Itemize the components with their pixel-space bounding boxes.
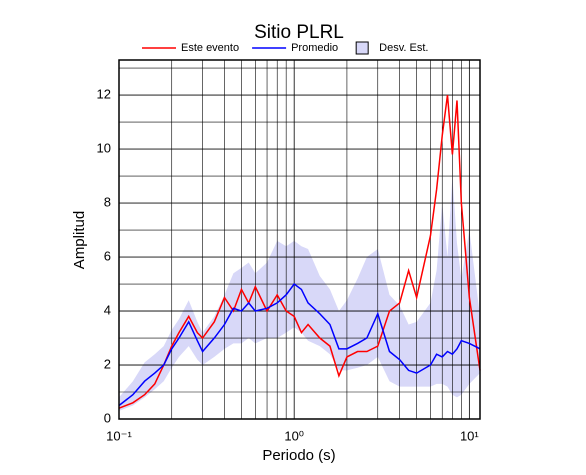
plot-frame bbox=[118, 59, 481, 420]
x-axis-label: Periodo (s) bbox=[262, 447, 335, 464]
y-tick-label: 6 bbox=[104, 248, 111, 263]
x-tick-label: 10⁻¹ bbox=[106, 428, 132, 443]
legend-swatch bbox=[355, 41, 369, 55]
y-tick-label: 10 bbox=[97, 141, 111, 156]
y-tick-label: 12 bbox=[97, 87, 111, 102]
legend-label: Desv. Est. bbox=[379, 42, 428, 54]
std-band bbox=[119, 176, 480, 411]
legend-label: Este evento bbox=[181, 42, 239, 54]
y-tick-label: 0 bbox=[104, 410, 111, 425]
x-tick-label: 10⁰ bbox=[284, 428, 304, 443]
y-tick-label: 4 bbox=[104, 302, 111, 317]
chart-title: Sitio PLRL bbox=[254, 22, 344, 43]
legend-label: Promedio bbox=[291, 42, 338, 54]
y-tick-label: 8 bbox=[104, 194, 111, 209]
x-tick-label: 10¹ bbox=[460, 428, 479, 443]
series-line bbox=[118, 282, 481, 407]
y-axis-label: Amplitud bbox=[71, 211, 88, 269]
y-tick-label: 2 bbox=[104, 356, 111, 371]
series-line bbox=[118, 94, 481, 409]
